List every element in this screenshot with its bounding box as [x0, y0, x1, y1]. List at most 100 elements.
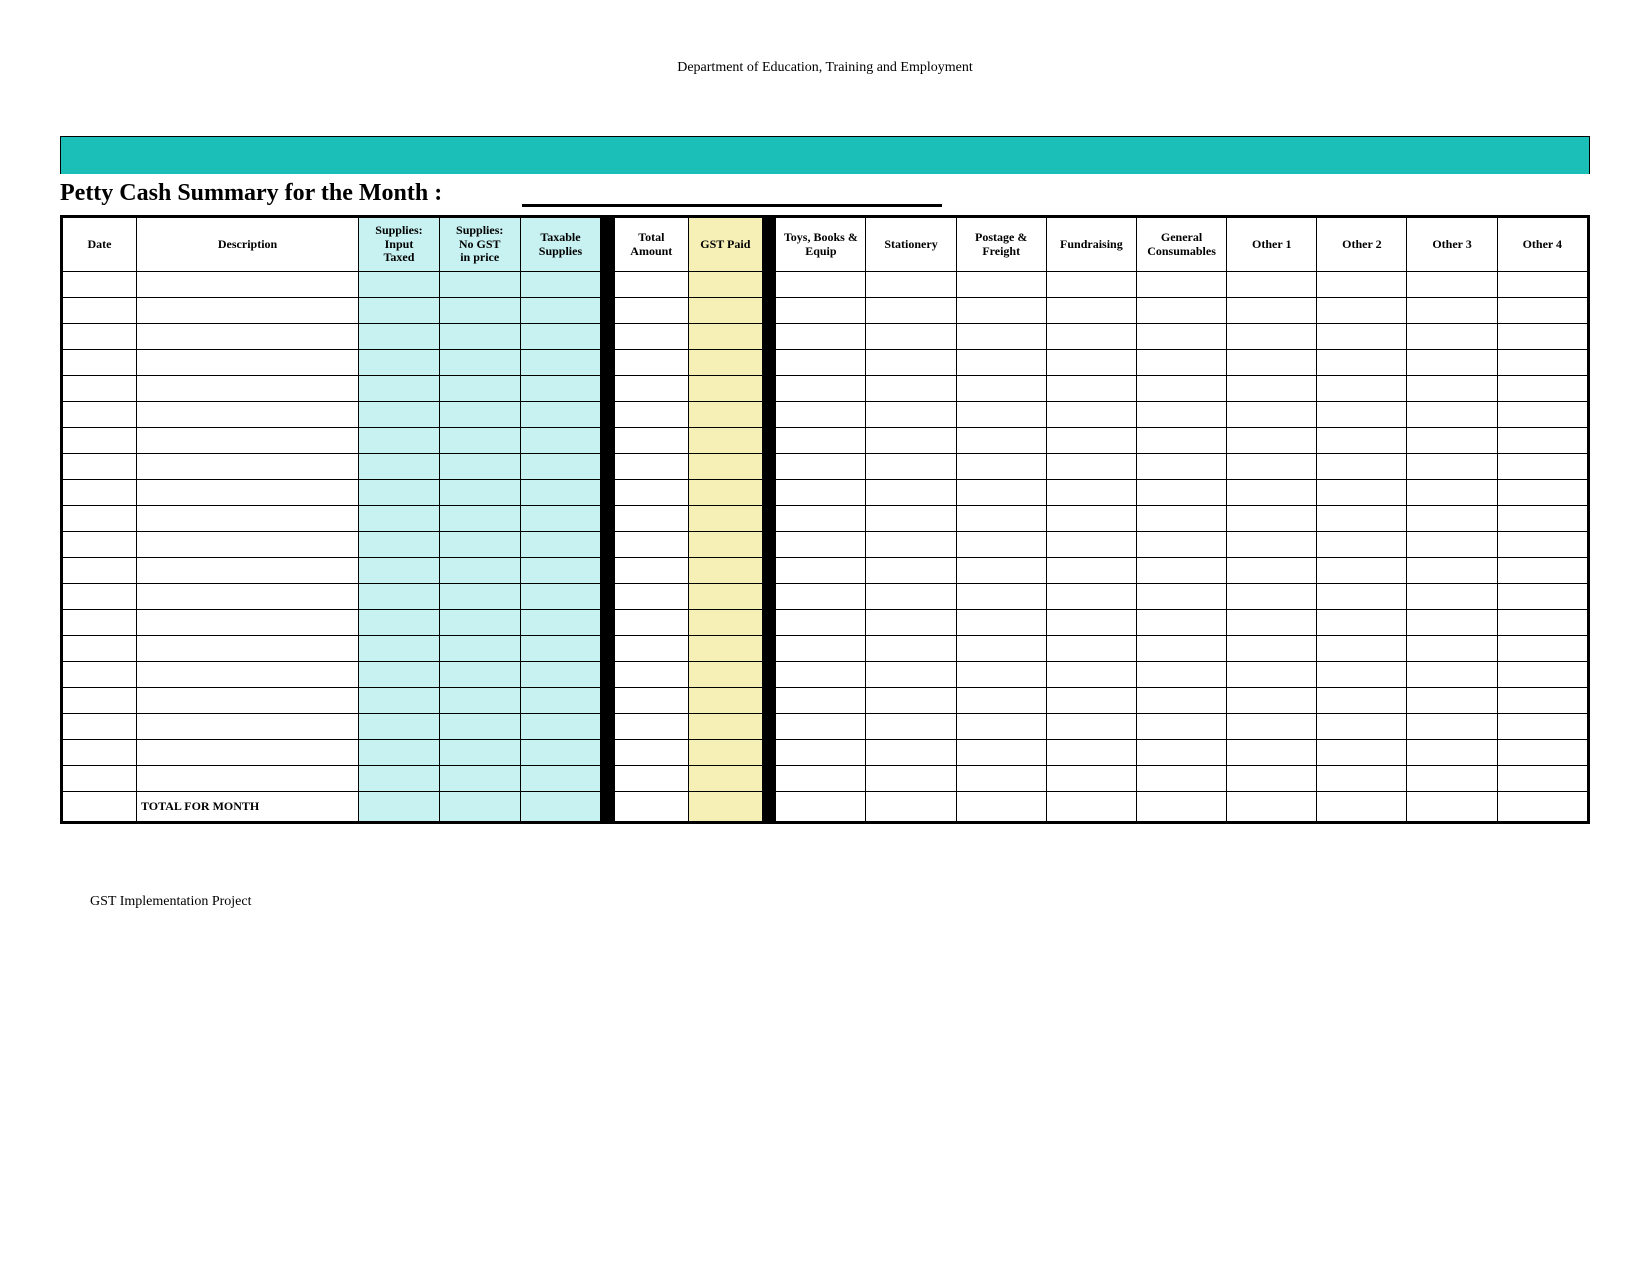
- cell-other2[interactable]: [1317, 662, 1407, 688]
- cell-consum[interactable]: [1136, 688, 1226, 714]
- cell-desc[interactable]: [137, 714, 359, 740]
- cell-toys[interactable]: [776, 298, 866, 324]
- cell-sup_taxable[interactable]: [520, 298, 601, 324]
- cell-sup_taxable[interactable]: [520, 272, 601, 298]
- cell-other2[interactable]: [1317, 714, 1407, 740]
- cell-date[interactable]: [63, 688, 137, 714]
- cell-desc[interactable]: [137, 558, 359, 584]
- cell-fund[interactable]: [1046, 610, 1136, 636]
- cell-consum[interactable]: [1136, 506, 1226, 532]
- cell-consum[interactable]: [1136, 272, 1226, 298]
- cell-toys[interactable]: [776, 506, 866, 532]
- cell-fund[interactable]: [1046, 376, 1136, 402]
- cell-postage[interactable]: [956, 402, 1046, 428]
- cell-fund[interactable]: [1046, 454, 1136, 480]
- cell-gst[interactable]: [688, 402, 762, 428]
- cell-stationery[interactable]: [866, 480, 956, 506]
- cell-consum[interactable]: [1136, 558, 1226, 584]
- cell-postage[interactable]: [956, 532, 1046, 558]
- cell-fund[interactable]: [1046, 350, 1136, 376]
- cell-stationery[interactable]: [866, 428, 956, 454]
- cell-desc[interactable]: [137, 662, 359, 688]
- cell-sup_taxable[interactable]: [520, 688, 601, 714]
- cell-date[interactable]: [63, 350, 137, 376]
- cell-consum[interactable]: [1136, 298, 1226, 324]
- cell-sup_nogst[interactable]: [439, 428, 520, 454]
- cell-other1[interactable]: [1227, 272, 1317, 298]
- cell-stationery[interactable]: [866, 376, 956, 402]
- cell-desc[interactable]: [137, 272, 359, 298]
- cell-sup_taxable[interactable]: [520, 506, 601, 532]
- cell-sup_nogst[interactable]: [439, 324, 520, 350]
- cell-sup_taxable[interactable]: [520, 480, 601, 506]
- cell-desc[interactable]: [137, 636, 359, 662]
- cell-gst[interactable]: [688, 766, 762, 792]
- cell-date[interactable]: [63, 636, 137, 662]
- cell-sup_nogst[interactable]: [439, 688, 520, 714]
- cell-total[interactable]: [614, 454, 688, 480]
- cell-toys[interactable]: [776, 402, 866, 428]
- cell-date[interactable]: [63, 480, 137, 506]
- cell-sup_taxed[interactable]: [359, 324, 440, 350]
- cell-toys[interactable]: [776, 480, 866, 506]
- cell-sup_taxable[interactable]: [520, 454, 601, 480]
- cell-other1[interactable]: [1227, 454, 1317, 480]
- cell-gst[interactable]: [688, 350, 762, 376]
- cell-total[interactable]: [614, 272, 688, 298]
- cell-desc[interactable]: [137, 610, 359, 636]
- cell-other4[interactable]: [1497, 506, 1587, 532]
- cell-total[interactable]: [614, 766, 688, 792]
- cell-other3[interactable]: [1407, 454, 1497, 480]
- cell-postage[interactable]: [956, 558, 1046, 584]
- cell-other2[interactable]: [1317, 766, 1407, 792]
- cell-other3[interactable]: [1407, 558, 1497, 584]
- cell-desc[interactable]: [137, 298, 359, 324]
- cell-date[interactable]: [63, 272, 137, 298]
- cell-sup_taxed[interactable]: [359, 402, 440, 428]
- cell-other4[interactable]: [1497, 350, 1587, 376]
- cell-desc[interactable]: [137, 584, 359, 610]
- cell-sup_taxable[interactable]: [520, 350, 601, 376]
- cell-postage[interactable]: [956, 428, 1046, 454]
- cell-total[interactable]: [614, 298, 688, 324]
- cell-sup_nogst[interactable]: [439, 272, 520, 298]
- cell-other1[interactable]: [1227, 480, 1317, 506]
- cell-date[interactable]: [63, 298, 137, 324]
- cell-other2[interactable]: [1317, 740, 1407, 766]
- cell-other4[interactable]: [1497, 662, 1587, 688]
- cell-date[interactable]: [63, 454, 137, 480]
- cell-other3[interactable]: [1407, 298, 1497, 324]
- cell-toys[interactable]: [776, 584, 866, 610]
- cell-total[interactable]: [614, 402, 688, 428]
- cell-desc[interactable]: [137, 428, 359, 454]
- cell-sup_nogst[interactable]: [439, 402, 520, 428]
- cell-toys[interactable]: [776, 662, 866, 688]
- cell-other3[interactable]: [1407, 480, 1497, 506]
- cell-sup_nogst[interactable]: [439, 376, 520, 402]
- cell-gst[interactable]: [688, 610, 762, 636]
- cell-date[interactable]: [63, 766, 137, 792]
- cell-postage[interactable]: [956, 766, 1046, 792]
- cell-other3[interactable]: [1407, 350, 1497, 376]
- cell-total[interactable]: [614, 324, 688, 350]
- cell-total[interactable]: [614, 428, 688, 454]
- cell-other4[interactable]: [1497, 714, 1587, 740]
- cell-fund[interactable]: [1046, 402, 1136, 428]
- cell-sup_taxed[interactable]: [359, 636, 440, 662]
- cell-gst[interactable]: [688, 558, 762, 584]
- cell-consum[interactable]: [1136, 766, 1226, 792]
- cell-total[interactable]: [614, 532, 688, 558]
- cell-gst[interactable]: [688, 532, 762, 558]
- cell-other4[interactable]: [1497, 272, 1587, 298]
- cell-other1[interactable]: [1227, 636, 1317, 662]
- cell-other1[interactable]: [1227, 558, 1317, 584]
- cell-sup_nogst[interactable]: [439, 506, 520, 532]
- cell-desc[interactable]: [137, 740, 359, 766]
- cell-date[interactable]: [63, 428, 137, 454]
- cell-other4[interactable]: [1497, 584, 1587, 610]
- cell-sup_nogst[interactable]: [439, 480, 520, 506]
- cell-stationery[interactable]: [866, 454, 956, 480]
- cell-consum[interactable]: [1136, 350, 1226, 376]
- cell-stationery[interactable]: [866, 740, 956, 766]
- cell-other1[interactable]: [1227, 584, 1317, 610]
